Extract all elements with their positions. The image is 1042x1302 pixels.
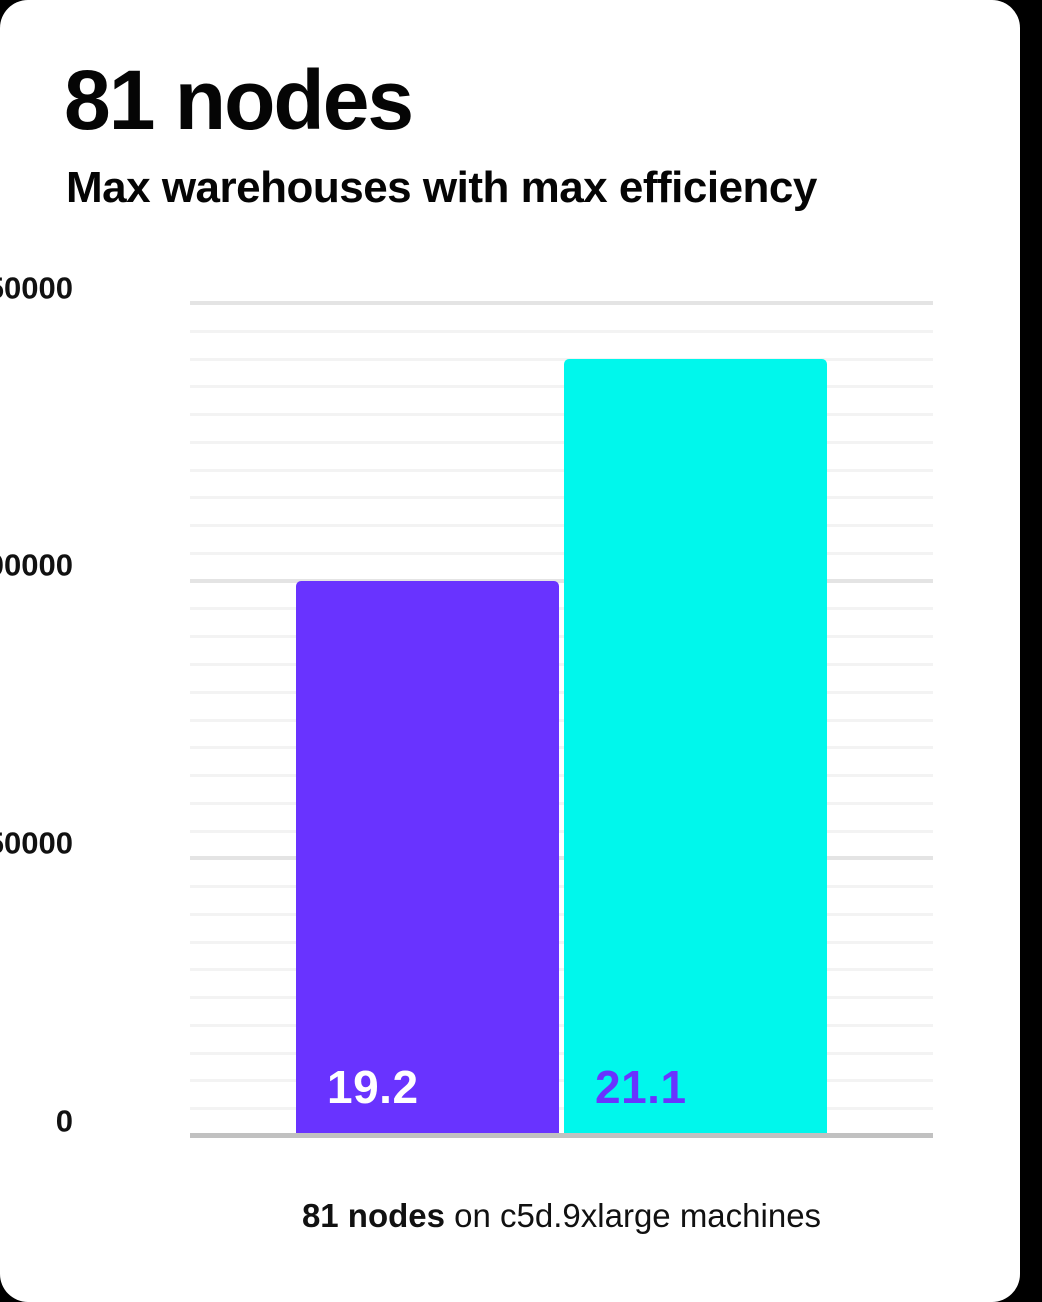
page-title: 81 nodes	[64, 53, 414, 147]
caption-bold-text: 81 nodes	[301, 1197, 445, 1234]
minor-gridline	[190, 968, 933, 972]
minor-gridline	[190, 1051, 933, 1055]
minor-gridline	[190, 996, 933, 1000]
major-gridline	[190, 578, 933, 583]
y-tick-label: 150000	[0, 270, 73, 305]
major-gridline	[190, 856, 933, 861]
minor-gridline	[190, 940, 933, 944]
minor-gridline	[190, 718, 933, 722]
chart-card: 81 nodes Max warehouses with max efficie…	[0, 0, 1020, 1302]
bar-19.2: 19.2	[296, 580, 559, 1136]
y-tick-label: 0	[55, 1103, 73, 1138]
minor-gridline	[190, 912, 933, 916]
minor-gridline	[190, 662, 933, 666]
bar-label: 19.2	[327, 1061, 419, 1113]
minor-gridline	[190, 635, 933, 639]
major-gridline	[190, 301, 933, 305]
minor-gridline	[190, 746, 933, 750]
minor-gridline	[190, 885, 933, 889]
minor-gridline	[190, 496, 933, 500]
minor-gridline	[190, 551, 933, 555]
minor-gridline	[190, 829, 933, 833]
minor-gridline	[190, 468, 933, 472]
caption-regular-text: on c5d.9xlarge machines	[445, 1197, 822, 1234]
bar-label: 21.1	[595, 1061, 687, 1113]
minor-gridline	[190, 1023, 933, 1027]
minor-gridline	[190, 774, 933, 778]
minor-gridline	[190, 801, 933, 805]
minor-gridline	[190, 524, 933, 528]
chart-caption: 81 nodes on c5d.9xlarge machines	[190, 1196, 933, 1236]
y-tick-label: 50000	[0, 825, 73, 861]
bar-chart-plot-area: 0 50000 100000 150000 19.2 21.1	[0, 272, 933, 1138]
minor-gridline	[190, 329, 933, 333]
minor-gridline	[190, 357, 933, 361]
minor-gridline	[190, 690, 933, 694]
minor-gridline	[190, 385, 933, 389]
page-subtitle: Max warehouses with max efficiency	[66, 163, 817, 212]
minor-gridline	[190, 413, 933, 417]
bar-21.1: 21.1	[564, 358, 827, 1136]
y-tick-label: 100000	[0, 547, 73, 583]
minor-gridline	[190, 607, 933, 611]
minor-gridline	[190, 1107, 933, 1111]
x-axis-baseline	[190, 1133, 933, 1138]
minor-gridline	[190, 440, 933, 444]
minor-gridline	[190, 1079, 933, 1083]
